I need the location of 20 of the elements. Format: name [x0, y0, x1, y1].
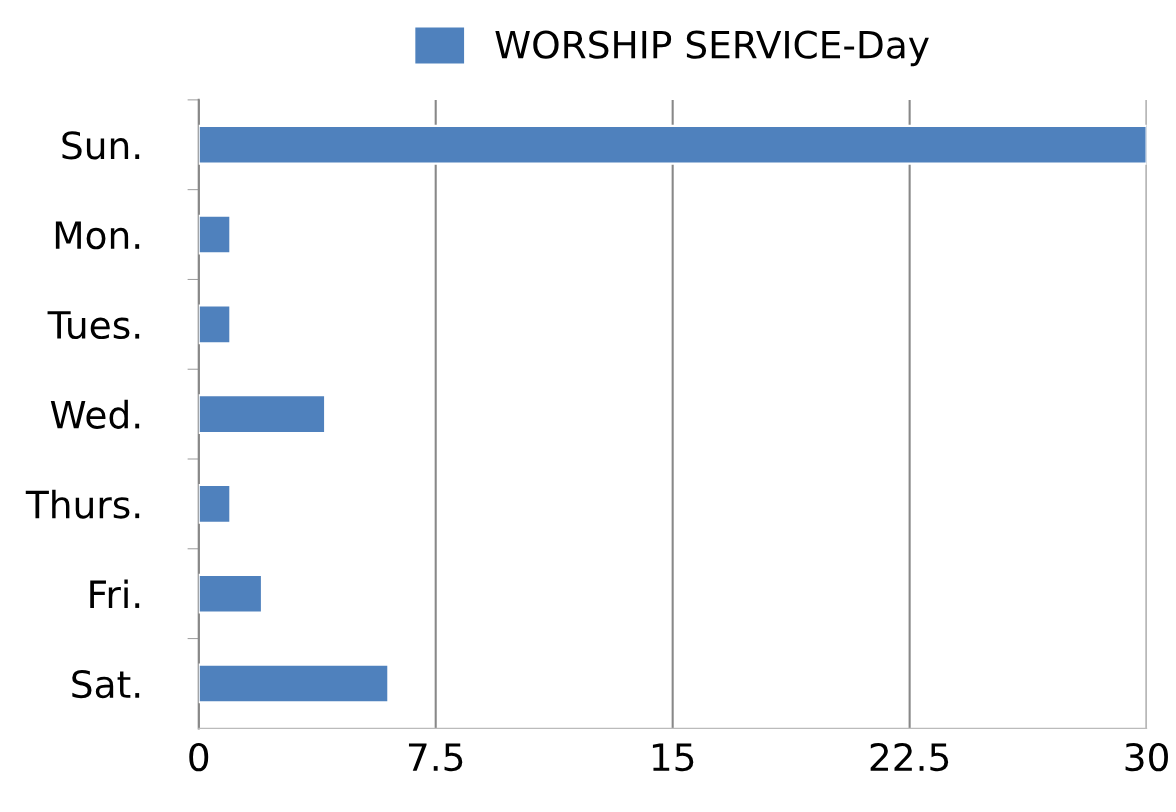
- bar: [198, 663, 390, 704]
- x-tick-label: 15: [652, 743, 694, 772]
- legend-label: WORSHIP SERVICE-Day: [495, 30, 929, 67]
- x-tick-label: 7.5: [408, 743, 463, 772]
- x-tick-label: 30: [1125, 742, 1168, 772]
- y-tick-label: Sun.: [62, 131, 140, 160]
- bar: [198, 304, 232, 345]
- y-tick-label: Tues.: [47, 311, 140, 340]
- bar: [198, 124, 1147, 165]
- bar: [198, 214, 232, 255]
- bar: [198, 484, 232, 524]
- x-tick-label: 22.5: [870, 742, 949, 772]
- y-tick-label: Fri.: [90, 579, 140, 608]
- y-tick-label: Mon.: [55, 221, 140, 250]
- y-tick-label: Wed.: [50, 399, 140, 429]
- bar: [198, 573, 263, 614]
- bar: [198, 394, 327, 435]
- y-tick-label: Sat.: [72, 669, 140, 699]
- y-tick-label: Thurs.: [25, 489, 140, 519]
- x-tick-label: 0: [189, 742, 209, 772]
